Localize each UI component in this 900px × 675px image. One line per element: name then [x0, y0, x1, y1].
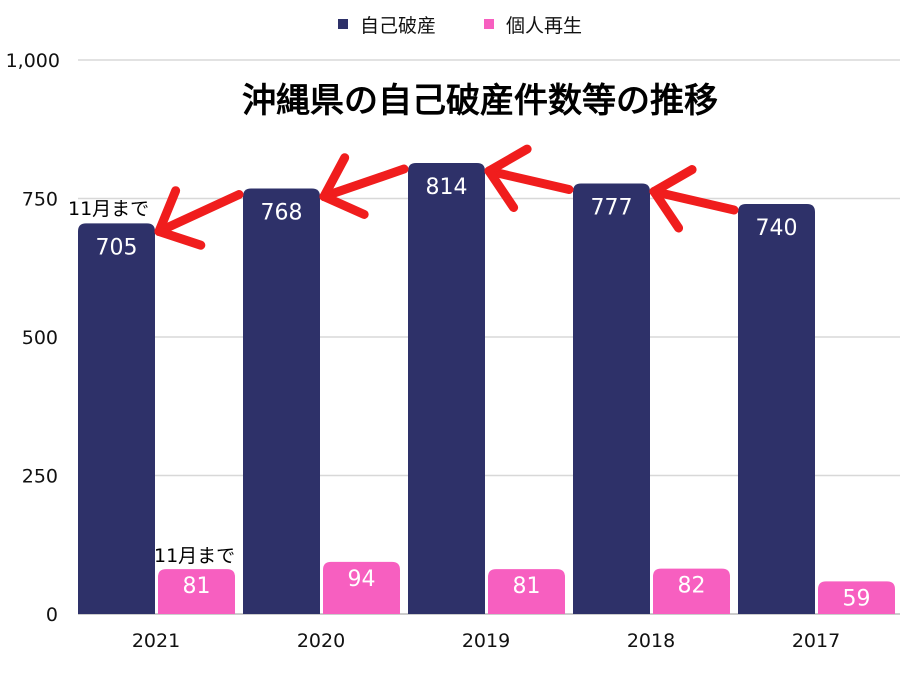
data-label: 59 — [843, 586, 871, 611]
bar-bankruptcy — [573, 183, 650, 615]
data-label: 82 — [678, 574, 706, 599]
bar-rehabilitation — [488, 569, 565, 614]
trend-arrow — [649, 165, 739, 233]
legend: 自己破産 個人再生 — [338, 15, 582, 37]
y-tick-label: 250 — [22, 466, 58, 488]
x-tick-label: 2017 — [792, 630, 840, 652]
bar-bankruptcy — [408, 163, 485, 614]
bar-bankruptcy — [243, 188, 320, 614]
legend-swatch-rehabilitation — [484, 19, 494, 29]
bar-bankruptcy — [738, 204, 815, 615]
bar-bankruptcy — [78, 223, 155, 614]
bar-rehabilitation — [818, 581, 895, 614]
y-tick-label: 750 — [22, 189, 58, 211]
trend-arrow — [319, 153, 409, 219]
x-tick-label: 2019 — [462, 630, 510, 652]
y-tick-label: 500 — [22, 327, 58, 349]
y-tick-label: 1,000 — [6, 50, 60, 72]
bar-rehabilitation — [653, 568, 730, 614]
data-label: 814 — [426, 175, 468, 200]
annotation-until-november-rehabilitation: 11月まで — [154, 545, 235, 567]
chart-title: 沖縄県の自己破産件数等の推移 — [242, 81, 718, 121]
data-label: 768 — [261, 201, 303, 226]
annotation-until-november-bankruptcy: 11月まで — [68, 198, 149, 220]
data-label: 94 — [348, 567, 376, 592]
legend-label-bankruptcy: 自己破産 — [360, 15, 436, 37]
bar-rehabilitation — [158, 569, 235, 614]
legend-label-rehabilitation: 個人再生 — [506, 15, 582, 37]
data-label: 81 — [183, 574, 211, 599]
data-label: 740 — [756, 216, 798, 241]
x-tick-label: 2020 — [297, 630, 345, 652]
y-tick-label: 0 — [46, 604, 58, 626]
trend-arrow — [484, 144, 574, 213]
data-label: 705 — [96, 235, 138, 260]
data-label: 777 — [591, 196, 633, 221]
x-tick-label: 2018 — [627, 630, 675, 652]
trend-arrow — [154, 186, 244, 250]
data-label: 81 — [513, 574, 541, 599]
bar-rehabilitation — [323, 561, 400, 614]
x-tick-label: 2021 — [132, 630, 180, 652]
legend-swatch-bankruptcy — [338, 19, 348, 29]
